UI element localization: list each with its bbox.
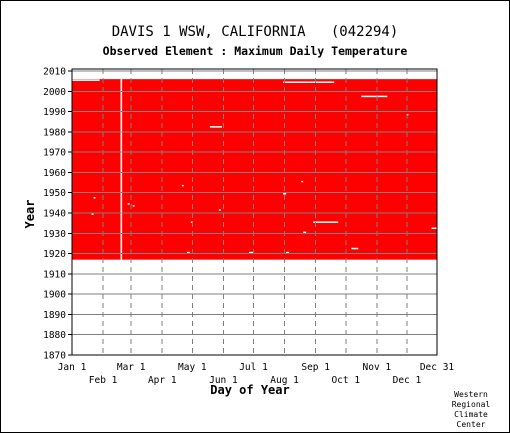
missing-data-gap [71, 79, 100, 81]
missing-data-gap [127, 203, 130, 205]
credit-line: Center [456, 420, 486, 429]
y-tick-label: 1870 [43, 351, 66, 362]
x-tick-label: Feb 1 [89, 375, 118, 386]
missing-data-gap [181, 184, 184, 187]
chart-title: DAVIS 1 WSW, CALIFORNIA (042294) [111, 24, 399, 40]
y-tick-label: 2000 [43, 87, 66, 98]
missing-data-gap [91, 213, 94, 215]
x-tick-label: Jun 1 [209, 375, 238, 386]
missing-data-gap [431, 227, 438, 230]
missing-data-gap [406, 113, 409, 116]
missing-data-gap [313, 221, 339, 223]
y-tick-label: 1890 [43, 310, 66, 321]
credit-line: Western [454, 390, 488, 399]
missing-data-gap [209, 126, 222, 128]
y-tick-label: 1970 [43, 148, 66, 159]
x-tick-label: May 1 [178, 362, 207, 373]
y-tick-label: 1990 [43, 107, 66, 118]
x-axis-label: Day of Year [210, 383, 289, 397]
plot-area: 2010 2000 1990 1980 1970 1960 1950 1940 1930 1920… [43, 67, 454, 386]
missing-data-gap [303, 231, 307, 234]
x-tick-label: Aug 1 [270, 375, 299, 386]
missing-data-gap [283, 193, 287, 195]
data-coverage-block [71, 79, 438, 260]
x-tick-label: Jul 1 [239, 362, 268, 373]
missing-data-gap [132, 205, 135, 207]
y-tick-label: 1880 [43, 330, 66, 341]
missing-data-gap [190, 221, 193, 223]
missing-data-gap [283, 81, 309, 83]
x-tick-label: Mar 1 [117, 362, 146, 373]
missing-data-gap [218, 209, 221, 211]
missing-data-gap [186, 251, 190, 254]
y-tick-label: 2010 [43, 67, 66, 78]
plot-border [71, 68, 438, 356]
y-tick-label: 1920 [43, 249, 66, 260]
y-tick-label: 1960 [43, 168, 66, 179]
missing-data-gap [286, 251, 290, 254]
x-tick-label: Nov 1 [363, 362, 392, 373]
missing-data-gap [248, 251, 253, 254]
y-tick-label: 1910 [43, 269, 66, 280]
x-tick-label: Dec 31 [420, 362, 455, 373]
x-tick-label: Dec 1 [393, 375, 422, 386]
credit-line: Climate [454, 410, 488, 419]
x-tick-label: Sep 1 [301, 362, 330, 373]
missing-data-column [120, 79, 123, 260]
y-tick-label: 1930 [43, 229, 66, 240]
y-tick-label: 1940 [43, 209, 66, 220]
y-tick-label: 1980 [43, 127, 66, 138]
missing-data-gap [93, 197, 96, 199]
missing-data-gap [301, 180, 304, 183]
y-tick-label: 1950 [43, 188, 66, 199]
missing-data-gap [361, 95, 388, 98]
credit-line: Regional [451, 400, 491, 409]
y-tick-label: 1900 [43, 290, 66, 301]
wrcc-credit: Western Regional Climate Center [446, 390, 496, 430]
chart-subtitle: Observed Element : Maximum Daily Tempera… [102, 44, 408, 58]
x-tick-label: Apr 1 [148, 375, 177, 386]
x-tick-label: Jan 1 [58, 362, 87, 373]
missing-data-gap [308, 81, 335, 83]
x-tick-label: Oct 1 [331, 375, 360, 386]
y-axis-label: Year [23, 200, 37, 229]
missing-data-gap [351, 247, 359, 250]
